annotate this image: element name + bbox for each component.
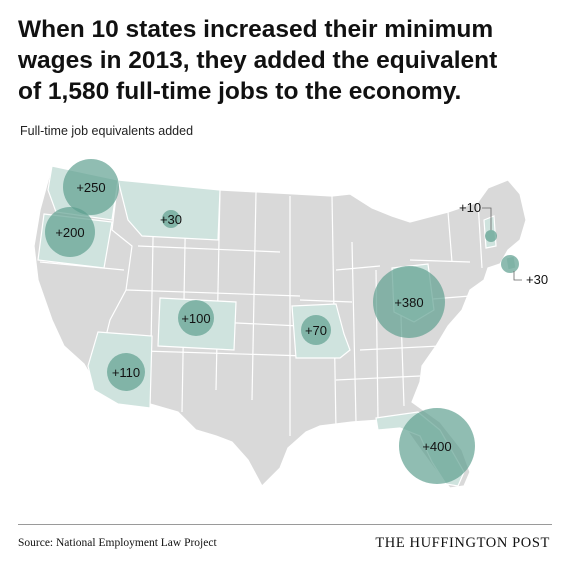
- bubble-circle: [485, 230, 497, 242]
- bubble-circle: [107, 353, 145, 391]
- bubble-circle: [45, 207, 95, 257]
- bubble-label-vermont: +10: [459, 200, 481, 215]
- bubble-oregon: +200: [45, 207, 95, 257]
- bubble-circle: [301, 315, 331, 345]
- bubble-ohio: +380: [373, 266, 445, 338]
- bubble-circle: [501, 255, 519, 273]
- brand-logo: THE HUFFINGTON POST: [375, 535, 550, 551]
- source-note: Source: National Employment Law Project: [18, 537, 217, 549]
- bubble-florida: +400: [399, 408, 475, 484]
- bubble-circle: [399, 408, 475, 484]
- bubble-circle: [63, 159, 119, 215]
- map-subtitle: Full-time job equivalents added: [20, 124, 194, 138]
- bubble-montana: +30: [160, 210, 182, 228]
- bubble-circle: [162, 210, 180, 228]
- bubble-missouri: +70: [301, 315, 331, 345]
- bubble-label-florida: +400: [422, 439, 451, 454]
- bubble-label-washington: +250: [76, 180, 105, 195]
- bubble-label-colorado: +100: [181, 311, 210, 326]
- state-montana: [117, 179, 221, 241]
- bubble-circle: [178, 300, 214, 336]
- headline-line-1: When 10 states increased their minimum: [18, 16, 494, 43]
- bubble-rhode-island: +30: [501, 255, 548, 287]
- bubble-label-arizona: +110: [112, 365, 140, 380]
- bubble-label-montana: +30: [160, 212, 182, 227]
- leader-line-rhode-island: [513, 271, 522, 281]
- bubble-vermont: +10: [459, 200, 497, 242]
- headline-line-3: of 1,580 full-time jobs to the economy.: [18, 78, 462, 105]
- bubble-circle: [373, 266, 445, 338]
- bubble-arizona: +110: [107, 353, 145, 391]
- headline-line-2: wages in 2013, they added the equivalent: [18, 47, 498, 74]
- bubble-label-ohio: +380: [394, 295, 423, 310]
- leader-line-vermont: [482, 207, 492, 230]
- bubble-label-missouri: +70: [305, 323, 327, 338]
- bubble-washington: +250: [63, 159, 119, 215]
- headline: When 10 states increased their minimum w…: [18, 14, 558, 107]
- bubble-colorado: +100: [178, 300, 214, 336]
- us-map: +250 +200 +30 +100 +110 +70 +380 +400 +1…: [33, 159, 548, 489]
- bubble-label-oregon: +200: [55, 225, 84, 240]
- bubble-label-rhode-island: +30: [526, 272, 548, 287]
- footer-divider: [18, 524, 552, 525]
